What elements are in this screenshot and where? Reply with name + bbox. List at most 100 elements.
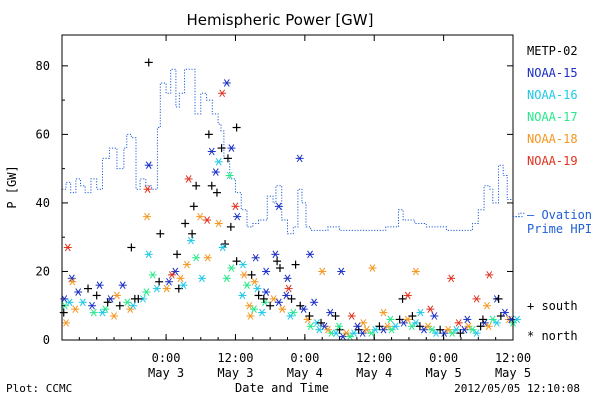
x-tick-label-time: 12:00 [217, 351, 253, 365]
data-point-south [192, 181, 201, 190]
data-point-north [468, 325, 477, 334]
data-point-north [444, 325, 453, 334]
legend-hpi-label-1: — Ovation [527, 208, 592, 222]
data-point-north [233, 212, 242, 221]
data-point-north [411, 267, 420, 276]
data-point-north [144, 250, 153, 259]
data-point-south [291, 260, 300, 269]
data-point-south [156, 229, 165, 238]
data-point-north [227, 264, 236, 272]
data-point-south [436, 325, 445, 334]
data-point-north [231, 202, 240, 211]
data-point-north [68, 277, 77, 286]
data-point-north [403, 291, 412, 300]
data-point-north [379, 308, 388, 317]
data-point-north [227, 144, 236, 152]
legend-hpi-label-2: Prime HPI [527, 222, 592, 236]
data-point-north [326, 308, 335, 317]
legend-item: NOAA-19 [527, 154, 578, 168]
data-point-north [452, 325, 461, 334]
data-point-north [262, 288, 271, 296]
data-point-south [415, 322, 424, 331]
data-point-north [347, 312, 356, 320]
data-point-north [368, 264, 377, 272]
data-point-north [89, 308, 98, 317]
data-point-north [253, 284, 262, 293]
data-point-north [342, 329, 351, 337]
data-point-south [189, 202, 198, 211]
data-point-north [310, 298, 319, 307]
data-point-north [245, 301, 254, 310]
data-point-north [358, 329, 367, 337]
data-point-south [305, 312, 314, 321]
data-point-north [238, 260, 247, 269]
data-point-south [331, 312, 340, 321]
data-point-north [334, 322, 343, 331]
data-point-north [95, 281, 104, 289]
data-point-north [260, 298, 269, 307]
data-point-south [212, 188, 221, 197]
data-point-north [129, 301, 138, 310]
data-point-south [296, 301, 305, 310]
data-point-north [274, 298, 283, 307]
data-point-south [226, 222, 235, 231]
data-point-south [223, 154, 232, 163]
data-point-north [463, 315, 472, 324]
data-point-north [238, 291, 247, 300]
data-point-north [332, 329, 341, 337]
data-point-north [407, 322, 416, 331]
data-point-north [448, 329, 457, 337]
x-tick-label-time: 0:00 [152, 351, 181, 365]
data-point-north [186, 236, 195, 245]
data-point-north [387, 325, 396, 334]
data-point-north [488, 315, 497, 324]
data-point-south [375, 322, 384, 331]
legend-marker-north: * north [527, 329, 578, 343]
data-point-north [246, 312, 255, 320]
legend-item: METP-02 [527, 44, 578, 58]
data-point-north [386, 315, 395, 324]
data-point-south [204, 130, 213, 139]
data-point-north [258, 308, 267, 317]
data-point-north [98, 308, 107, 317]
y-tick-label: 20 [36, 264, 50, 278]
x-tick-label-time: 0:00 [429, 351, 458, 365]
data-point-north [249, 305, 258, 313]
data-point-north [243, 281, 252, 289]
legend-marker-south: + south [527, 299, 578, 313]
data-point-north [284, 284, 293, 293]
data-point-north [371, 325, 380, 334]
data-point-north [225, 171, 234, 180]
data-point-north [286, 312, 295, 320]
legend-item: NOAA-17 [527, 110, 578, 124]
data-point-south [59, 308, 68, 317]
data-point-north [464, 322, 473, 331]
data-point-north [203, 253, 212, 262]
data-point-north [88, 301, 97, 310]
data-point-south [181, 219, 190, 228]
data-point-north [278, 305, 287, 313]
data-point-north [144, 161, 153, 170]
data-point-north [353, 322, 362, 331]
y-axis-label: P [GW] [5, 165, 19, 208]
data-point-north [179, 281, 188, 289]
data-point-north [192, 253, 201, 262]
legend-item: NOAA-15 [527, 66, 578, 80]
y-tick-label: 60 [36, 127, 50, 141]
data-point-north [454, 319, 463, 327]
data-point-south [247, 270, 256, 279]
data-point-south [103, 298, 112, 307]
data-point-south [92, 291, 101, 300]
data-point-south [266, 301, 275, 310]
data-point-south [317, 318, 326, 327]
hpi-line [62, 68, 525, 235]
data-point-north [472, 295, 481, 303]
data-point-north [472, 329, 481, 337]
data-point-south [217, 144, 226, 153]
data-point-north [440, 329, 449, 337]
data-point-north [148, 271, 157, 279]
data-point-north [391, 322, 400, 331]
y-tick-label: 40 [36, 196, 50, 210]
data-point-north [274, 202, 283, 211]
data-point-south [232, 257, 241, 266]
